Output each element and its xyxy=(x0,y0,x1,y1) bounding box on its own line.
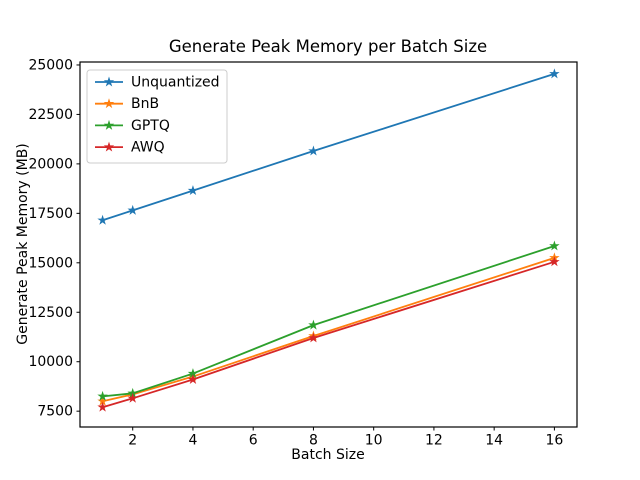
y-tick-label: 12500 xyxy=(28,305,73,321)
x-tick-label: 14 xyxy=(485,433,503,449)
data-point-star-gptq xyxy=(187,368,199,379)
data-point-star-awq xyxy=(97,401,108,412)
data-point-star-bnb xyxy=(97,395,108,406)
y-tick-label: 17500 xyxy=(28,206,73,222)
y-tick-label: 7500 xyxy=(37,404,73,420)
y-tick-label: 20000 xyxy=(28,156,73,172)
y-axis: 7500 10000 12500 15000 17500 20000 22500 25000 xyxy=(28,57,80,420)
data-point-star-awq xyxy=(187,374,199,384)
x-tick-label: 12 xyxy=(425,433,443,449)
legend-box xyxy=(86,69,228,164)
legend-label: Unquantized xyxy=(131,75,220,91)
legend-label: AWQ xyxy=(131,140,165,156)
legend-entry: Unquantized xyxy=(95,75,220,91)
x-tick-label: 6 xyxy=(249,433,258,449)
data-point-star-unquantized xyxy=(127,204,138,215)
y-tick-label: 15000 xyxy=(28,255,73,271)
legend-star-icon xyxy=(103,141,115,152)
plot-border xyxy=(79,61,578,428)
legend-entry: GPTQ xyxy=(95,118,170,134)
data-point-star-awq xyxy=(549,256,560,267)
legend-entry: BnB xyxy=(95,96,159,112)
data-point-star-awq xyxy=(127,392,138,403)
series-layer xyxy=(97,68,560,412)
y-tick-label: 25000 xyxy=(28,57,73,73)
legend-label: BnB xyxy=(131,96,159,112)
data-point-star-awq xyxy=(308,332,319,343)
y-tick-label: 22500 xyxy=(28,107,73,123)
legend-star-icon xyxy=(103,119,115,130)
data-point-star-gptq xyxy=(308,319,319,330)
data-point-star-unquantized xyxy=(97,214,108,225)
data-point-star-unquantized xyxy=(187,185,199,196)
x-axis-label: Batch Size xyxy=(291,447,364,463)
y-axis-label: Generate Peak Memory (MB) xyxy=(15,143,31,345)
x-tick-label: 10 xyxy=(365,433,383,449)
data-point-star-gptq xyxy=(549,240,560,251)
x-tick-label: 16 xyxy=(545,433,563,449)
legend-star-icon xyxy=(103,76,115,87)
data-point-star-unquantized xyxy=(308,145,319,156)
data-point-star-unquantized xyxy=(549,68,560,79)
legend-star-icon xyxy=(103,98,115,109)
legend-label: GPTQ xyxy=(131,118,170,134)
x-tick-label: 8 xyxy=(309,433,318,449)
chart-title: Generate Peak Memory per Batch Size xyxy=(169,37,487,56)
x-axis: 2 4 6 8 10 12 14 16 xyxy=(128,427,563,449)
x-tick-label: 2 xyxy=(128,433,137,449)
legend: Unquantized BnB GPTQ AWQ xyxy=(86,69,228,164)
data-point-star-gptq xyxy=(97,390,108,401)
legend-entry: AWQ xyxy=(95,140,165,156)
x-tick-label: 4 xyxy=(188,433,197,449)
y-tick-label: 10000 xyxy=(28,354,73,370)
